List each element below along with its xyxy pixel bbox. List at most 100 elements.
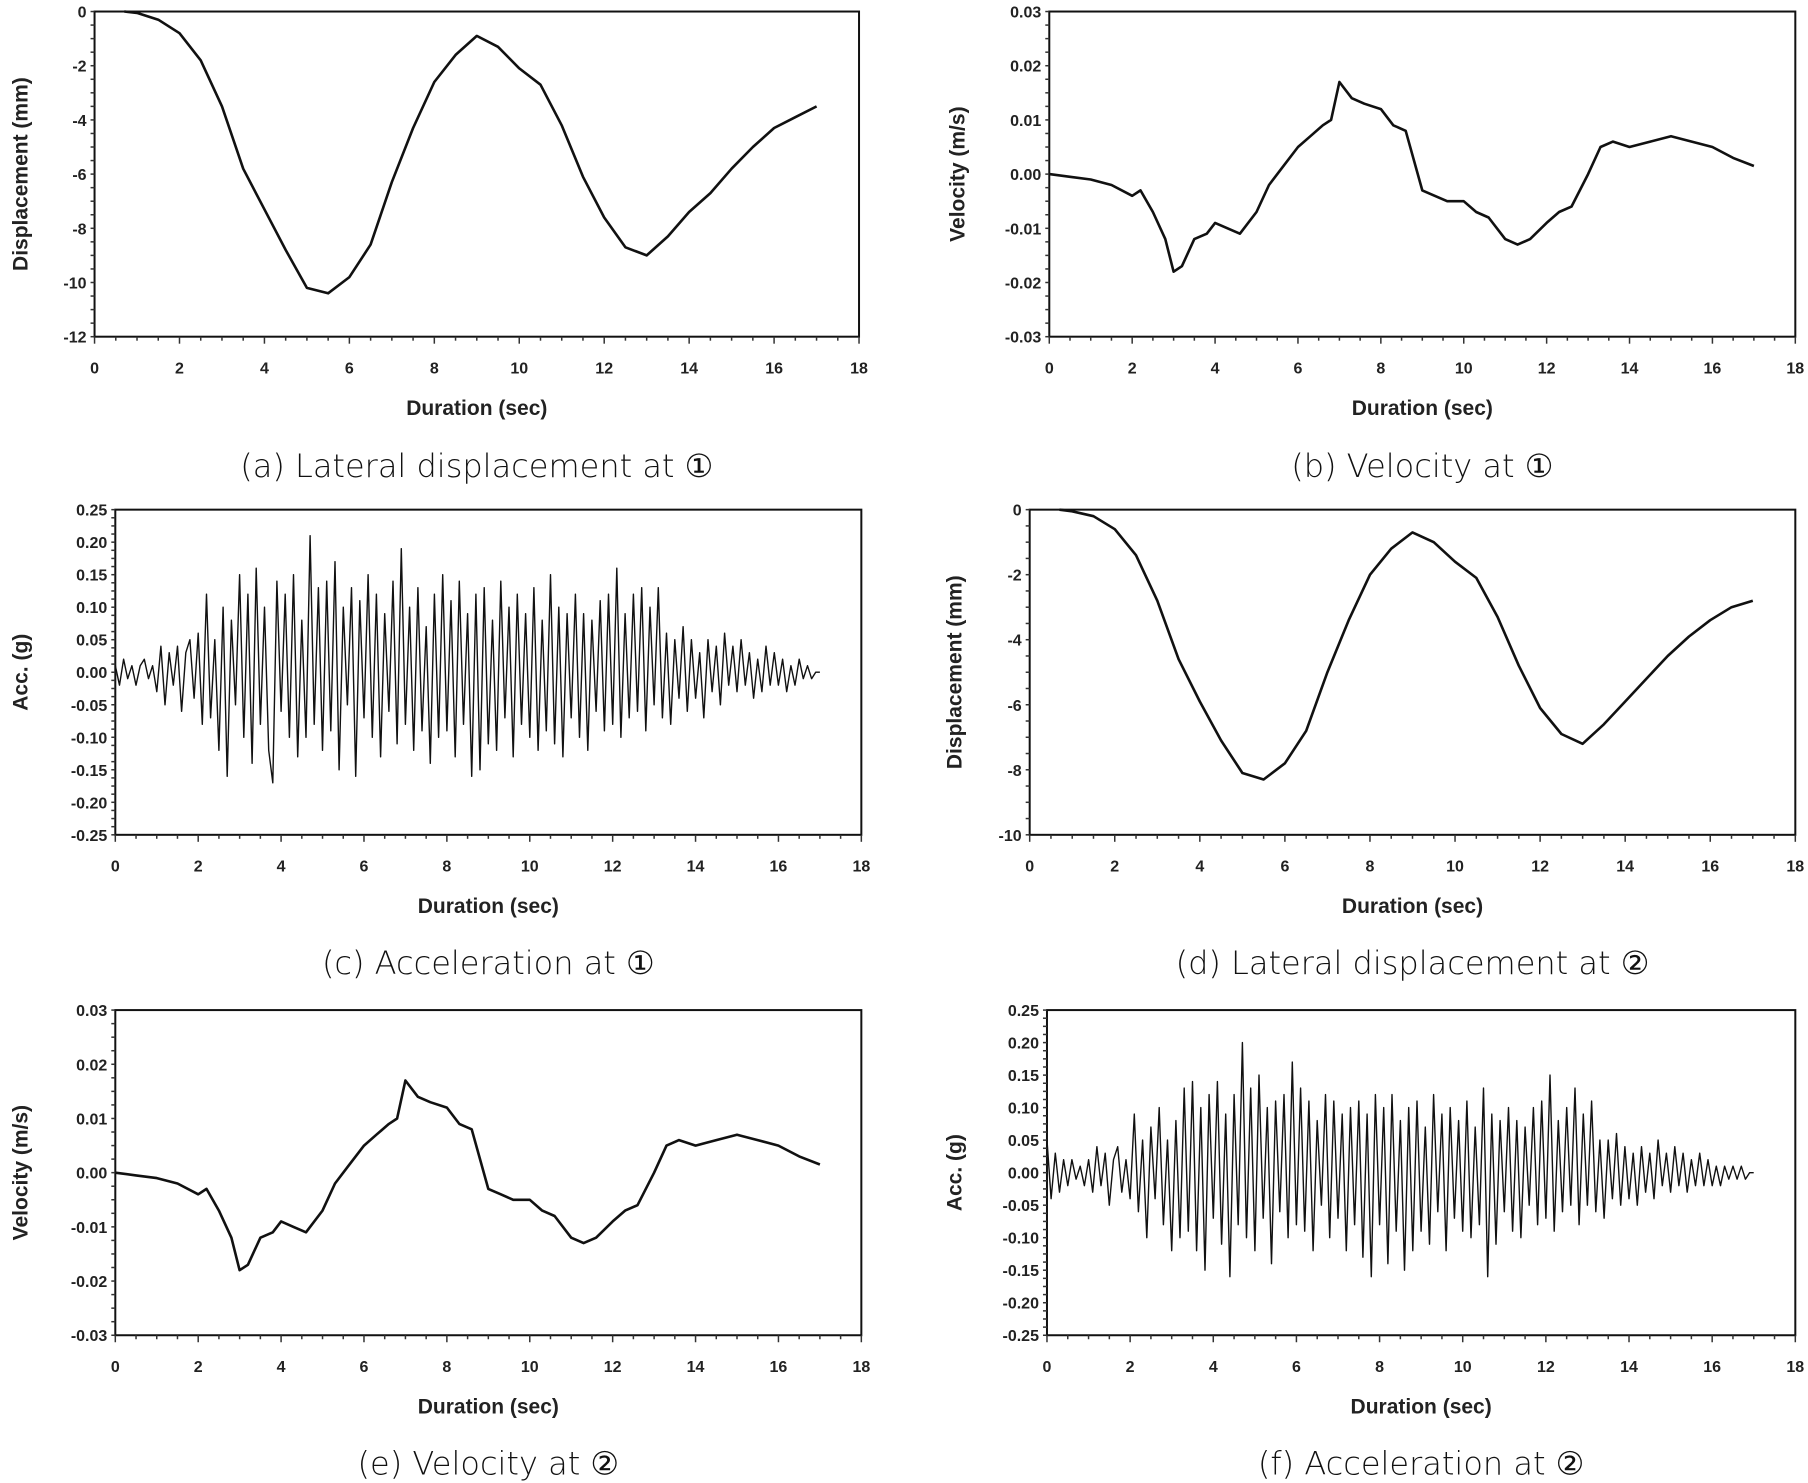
y-tick-label: -0.05 <box>1003 1198 1040 1215</box>
plot-frame-a <box>93 10 861 338</box>
x-tick-label: 6 <box>360 1359 369 1376</box>
y-tick-label: 0 <box>78 5 87 22</box>
x-tick-label: 18 <box>852 859 870 876</box>
y-tick-label: -8 <box>72 221 86 238</box>
y-tick-label: 0.10 <box>76 600 107 617</box>
y-axis-label: Acc. (g) <box>9 634 32 711</box>
chart-caption: (c) Acceleration at ① <box>322 944 655 982</box>
series-line-c <box>114 535 820 784</box>
x-tick-label: 4 <box>277 1359 286 1376</box>
chart-caption: (d) Lateral displacement at ② <box>1176 944 1650 982</box>
x-tick-label: 0 <box>1025 859 1034 876</box>
y-tick-label: -0.03 <box>1005 330 1042 347</box>
y-tick-label: -0.10 <box>71 730 108 747</box>
y-tick-label: -4 <box>72 113 86 130</box>
x-axis-label: Duration (sec) <box>406 397 547 420</box>
x-tick-label: 10 <box>1454 1359 1472 1376</box>
x-tick-label: 8 <box>1366 859 1375 876</box>
x-tick-label: 16 <box>765 361 783 378</box>
x-tick-label: 10 <box>1446 859 1464 876</box>
x-tick-label: 16 <box>770 1359 788 1376</box>
plot-frame-b <box>1048 10 1797 338</box>
y-tick-label: -0.03 <box>71 1328 108 1345</box>
plot-frame-c <box>114 508 863 836</box>
y-axis-label: Acc. (g) <box>943 1134 966 1211</box>
y-axis-label: Displacement (mm) <box>943 575 966 769</box>
y-tick-label: 0.03 <box>1010 5 1041 22</box>
x-tick-label: 6 <box>345 361 354 378</box>
plot-frame-d <box>1028 508 1797 836</box>
plot-frame-f <box>1045 1009 1797 1337</box>
x-tick-label: 8 <box>1375 1359 1384 1376</box>
x-tick-label: 6 <box>360 859 369 876</box>
x-tick-label: 4 <box>1209 1359 1218 1376</box>
y-tick-label: 0.00 <box>76 1166 107 1183</box>
x-tick-label: 2 <box>1128 361 1137 378</box>
y-tick-label: 0.15 <box>1008 1068 1039 1085</box>
y-tick-label: -6 <box>1007 698 1021 715</box>
x-tick-label: 8 <box>442 859 451 876</box>
x-tick-label: 2 <box>194 1359 203 1376</box>
y-tick-label: 0.10 <box>1008 1101 1039 1118</box>
y-tick-label: 0.20 <box>76 535 107 552</box>
x-tick-label: 12 <box>595 361 613 378</box>
x-tick-label: 12 <box>1538 361 1556 378</box>
y-tick-label: 0.00 <box>1010 167 1041 184</box>
y-axis-label: Velocity (m/s) <box>947 106 970 241</box>
x-tick-label: 4 <box>277 859 286 876</box>
y-tick-label: -0.02 <box>1005 276 1042 293</box>
series-line-d <box>1059 508 1754 781</box>
y-tick-label: 0.05 <box>76 633 107 650</box>
y-tick-label: -0.15 <box>1003 1263 1040 1280</box>
x-tick-label: 16 <box>1701 859 1719 876</box>
x-tick-label: 8 <box>442 1359 451 1376</box>
x-axis-label: Duration (sec) <box>418 1396 559 1419</box>
x-tick-label: 0 <box>111 1359 120 1376</box>
y-tick-label: 0.05 <box>1008 1133 1039 1150</box>
y-tick-label: -2 <box>1007 568 1021 585</box>
y-tick-label: -12 <box>63 330 86 347</box>
y-tick-label: 0.01 <box>1010 113 1041 130</box>
x-tick-label: 18 <box>852 1359 870 1376</box>
x-tick-label: 18 <box>1786 859 1804 876</box>
x-tick-label: 10 <box>521 1359 539 1376</box>
chart-caption: (e) Velocity at ② <box>358 1444 620 1482</box>
y-tick-label: -6 <box>72 167 86 184</box>
y-axis-label: Displacement (mm) <box>9 77 32 271</box>
x-tick-label: 12 <box>1531 859 1549 876</box>
plot-frame-e <box>114 1009 863 1337</box>
y-tick-label: -10 <box>63 276 86 293</box>
y-tick-label: 0.25 <box>76 503 107 520</box>
x-tick-label: 8 <box>1376 361 1385 378</box>
y-tick-label: 0 <box>1013 503 1022 520</box>
y-tick-label: 0.00 <box>1008 1166 1039 1183</box>
x-tick-label: 0 <box>111 859 120 876</box>
x-tick-label: 0 <box>1043 1359 1052 1376</box>
chart-caption: (f) Acceleration at ② <box>1258 1444 1584 1482</box>
y-tick-label: -0.15 <box>71 763 108 780</box>
x-axis-label: Duration (sec) <box>418 895 559 918</box>
x-tick-label: 2 <box>194 859 203 876</box>
x-tick-label: 16 <box>1704 361 1722 378</box>
y-tick-label: 0.20 <box>1008 1036 1039 1053</box>
x-tick-label: 14 <box>680 361 698 378</box>
x-tick-label: 6 <box>1294 361 1303 378</box>
y-tick-label: 0.02 <box>1010 59 1041 76</box>
y-tick-label: -8 <box>1007 763 1021 780</box>
y-tick-label: -0.20 <box>71 795 108 812</box>
chart-caption: (a) Lateral displacement at ① <box>240 447 713 485</box>
x-tick-label: 14 <box>687 1359 705 1376</box>
y-tick-label: -0.25 <box>1003 1328 1040 1345</box>
x-axis-label: Duration (sec) <box>1342 895 1483 918</box>
x-tick-label: 10 <box>1455 361 1473 378</box>
x-tick-label: 18 <box>1786 1359 1804 1376</box>
y-tick-label: 0.03 <box>76 1003 107 1020</box>
y-tick-label: -2 <box>72 59 86 76</box>
y-tick-label: -0.10 <box>1003 1231 1040 1248</box>
x-tick-label: 8 <box>430 361 439 378</box>
x-tick-label: 10 <box>510 361 528 378</box>
y-tick-label: -0.01 <box>71 1220 108 1237</box>
x-tick-label: 12 <box>1537 1359 1555 1376</box>
x-axis-label: Duration (sec) <box>1351 1396 1492 1419</box>
